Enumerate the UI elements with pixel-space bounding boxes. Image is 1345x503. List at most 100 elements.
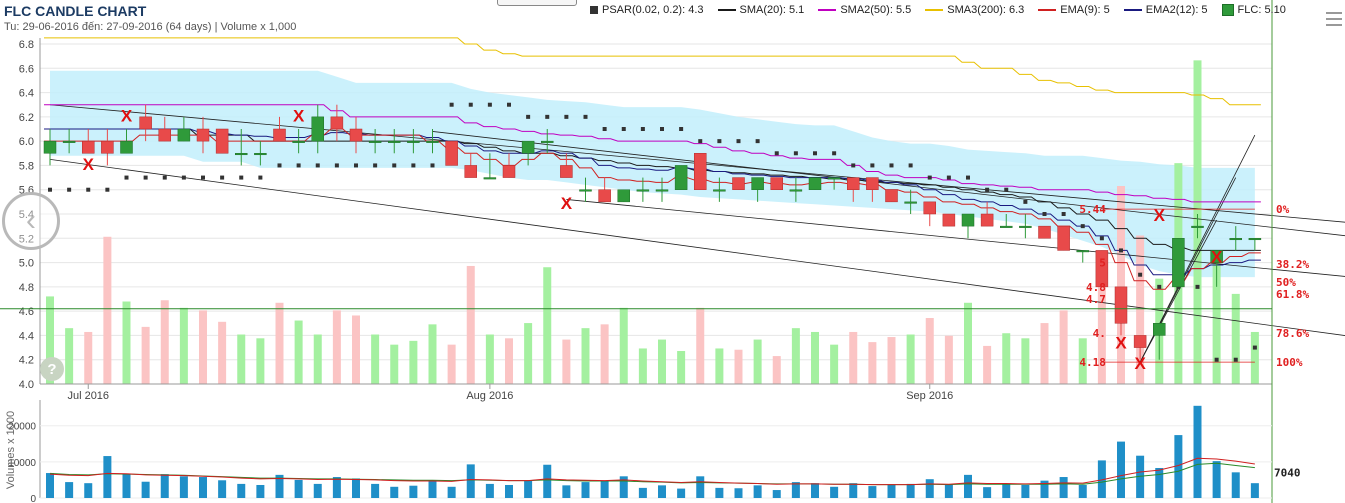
- volume-overlay-bar: [677, 351, 686, 384]
- volume-overlay-bar: [428, 324, 437, 384]
- candle: [502, 153, 516, 178]
- volume-bar: [505, 484, 513, 498]
- ema9-line: [44, 128, 1261, 290]
- y-tick-label: 4.6: [19, 306, 34, 318]
- psar-dot: [602, 127, 607, 131]
- candle-body: [770, 177, 783, 190]
- volume-bar: [352, 478, 360, 498]
- candle: [751, 177, 764, 202]
- candle: [1229, 226, 1242, 251]
- volume-bar: [849, 483, 858, 498]
- candle-body: [636, 189, 650, 192]
- candle-body: [1019, 225, 1032, 228]
- volume-bar: [390, 486, 399, 498]
- volume-overlay-bar: [256, 338, 265, 384]
- volume-overlay-bar: [658, 339, 666, 384]
- candle: [1191, 214, 1204, 239]
- candle: [579, 177, 592, 202]
- psar-dot: [124, 175, 129, 180]
- candle: [655, 177, 669, 202]
- candle-body: [1057, 225, 1070, 251]
- indicator-lines: [44, 37, 1261, 290]
- candle: [560, 153, 573, 178]
- candle-body: [368, 140, 382, 143]
- candle: [674, 165, 688, 190]
- volume-bar: [371, 483, 380, 498]
- volume-overlay-bar: [619, 307, 628, 384]
- volume-bar: [715, 487, 724, 498]
- candle: [1153, 323, 1166, 360]
- psar-dot: [258, 175, 263, 180]
- candle-body: [464, 165, 477, 178]
- volume-bar: [1040, 480, 1049, 498]
- candle-body: [407, 140, 420, 143]
- candle-body: [866, 177, 879, 190]
- menu-icon[interactable]: [1326, 8, 1342, 30]
- candle: [847, 177, 860, 202]
- candle: [1095, 250, 1109, 288]
- volume-bar: [543, 464, 552, 498]
- volume-overlay-bar: [562, 339, 571, 384]
- sma20-line: [44, 128, 1261, 251]
- psar-dot: [1004, 187, 1009, 192]
- psar-dot: [851, 163, 856, 168]
- candle-body: [1191, 225, 1204, 228]
- x-marker: X: [293, 106, 305, 125]
- psar-dot: [870, 163, 875, 168]
- candle: [101, 129, 114, 166]
- candle-body: [751, 177, 764, 190]
- candle-body: [235, 153, 248, 156]
- help-icon[interactable]: ?: [40, 357, 64, 381]
- legend-item-sma20[interactable]: SMA(20): 5.1: [717, 4, 804, 16]
- toolbar-tab[interactable]: [497, 0, 577, 6]
- volume-overlay-bar: [46, 296, 54, 384]
- x-marker: X: [561, 194, 573, 213]
- candle: [636, 177, 650, 202]
- candle-body: [942, 213, 956, 227]
- volume-overlay-bar: [581, 328, 590, 384]
- legend-item-ema12[interactable]: EMA2(12): 5: [1123, 4, 1208, 16]
- y-tick-label: 5.0: [19, 258, 34, 270]
- volume-bar: [1193, 405, 1202, 498]
- candle: [273, 116, 286, 142]
- candle: [713, 177, 726, 202]
- psar-dot: [411, 163, 416, 168]
- legend-item-psar[interactable]: PSAR(0.02, 0.2): 4.3: [590, 4, 704, 16]
- legend-item-sma50[interactable]: SMA2(50): 5.5: [818, 4, 911, 16]
- legend-item-flc[interactable]: FLC: 5.10: [1221, 4, 1286, 16]
- psar-dot: [201, 175, 205, 180]
- legend-item-sma200[interactable]: SMA3(200): 6.3: [925, 4, 1024, 16]
- candle: [368, 129, 382, 154]
- volume-overlay-bar: [791, 328, 800, 384]
- volume-overlay-bar: [906, 334, 915, 384]
- psar-dot: [698, 139, 703, 144]
- volume-bar: [944, 484, 953, 498]
- candle: [1038, 225, 1051, 239]
- volume-overlay-bar: [868, 342, 877, 384]
- psar-dot: [564, 114, 569, 119]
- volume-overlay-bar: [983, 345, 992, 384]
- psar-dot: [1099, 236, 1104, 241]
- candle-body: [827, 177, 841, 180]
- candle: [1210, 250, 1223, 287]
- y-tick-label: 4.0: [19, 379, 34, 391]
- candle: [980, 201, 994, 227]
- chevron-left-icon[interactable]: ‹: [2, 192, 60, 250]
- candle: [388, 129, 401, 154]
- volume-bar: [925, 479, 934, 498]
- candle: [139, 104, 152, 142]
- volume-ema-line: [49, 457, 1255, 486]
- legend-item-ema9[interactable]: EMA(9): 5: [1038, 4, 1110, 16]
- volume-overlay-bar: [696, 307, 705, 384]
- candle-body: [1038, 225, 1051, 239]
- volume-bar: [619, 476, 628, 498]
- volume-overlay-bar: [1212, 254, 1221, 384]
- psar-dot: [1138, 272, 1143, 277]
- volume-bar: [677, 488, 686, 498]
- candle-body: [808, 177, 822, 190]
- candle: [235, 129, 248, 166]
- candle: [521, 140, 535, 166]
- volume-bar: [906, 483, 915, 498]
- psar-dot: [526, 114, 531, 119]
- fib-level-label: 61.8%: [1276, 288, 1309, 301]
